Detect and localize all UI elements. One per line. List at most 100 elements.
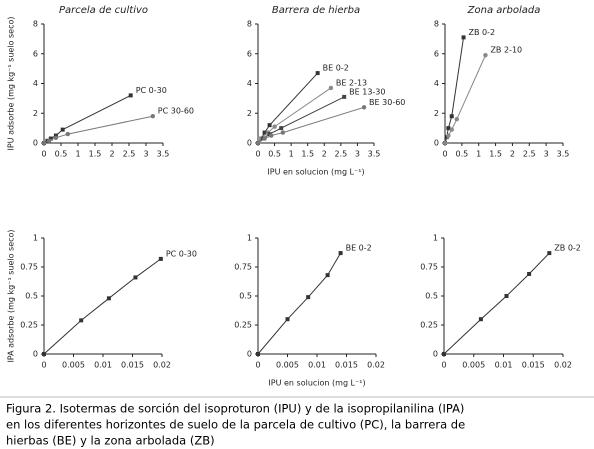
x-tick-label: 0	[441, 361, 446, 370]
x-tick-label: 3.5	[368, 150, 381, 159]
series-label: ZB 0-2	[469, 28, 496, 37]
point	[262, 130, 267, 135]
series-label: BE 30-60	[369, 98, 405, 107]
series-label: BE 0-2	[323, 64, 349, 73]
y-tick-label: 2	[434, 109, 439, 118]
point	[106, 296, 111, 301]
point	[342, 94, 347, 99]
y-tick-label: 1	[33, 234, 38, 243]
y-tick-label: 2	[247, 109, 252, 118]
y-tick-label: 0.75	[234, 263, 252, 272]
x-axis-label: IPU en solucion (mg L⁻¹)	[268, 379, 365, 388]
x-tick-label: 2.5	[334, 150, 347, 159]
point	[338, 251, 343, 256]
x-axis-label: IPU en solucion (mg L⁻¹)	[267, 168, 364, 177]
x-tick-label: 1.5	[89, 150, 102, 159]
point	[446, 126, 451, 131]
point	[449, 114, 454, 119]
y-tick-label: 2	[33, 109, 38, 118]
x-tick-label: 0.5	[55, 150, 68, 159]
point	[328, 85, 334, 91]
point	[41, 140, 47, 146]
x-tick-label: 3	[143, 150, 148, 159]
point	[133, 275, 138, 280]
y-tick-label: 4	[33, 79, 38, 88]
y-tick-label: 0.75	[20, 263, 38, 272]
point	[280, 130, 286, 135]
point	[60, 127, 65, 132]
x-tick-label: 2.5	[123, 150, 136, 159]
point	[53, 133, 58, 138]
x-tick-label: 0	[41, 361, 46, 370]
y-tick-label: 0	[33, 139, 38, 148]
point	[42, 352, 46, 356]
y-tick-label: 0	[433, 350, 438, 359]
point	[269, 133, 274, 138]
panel-title: Zona arbolada	[467, 5, 541, 16]
point	[256, 352, 260, 356]
x-tick-label: 3	[544, 150, 549, 159]
point	[315, 71, 320, 76]
y-tick-label: 8	[434, 20, 439, 29]
y-tick-label: 4	[247, 79, 252, 88]
series-label: BE 13-30	[349, 87, 385, 96]
point	[449, 127, 454, 132]
y-tick-label: 0	[434, 139, 439, 148]
y-tick-label: 0.25	[20, 321, 38, 330]
y-tick-label: 8	[33, 20, 38, 29]
series-label: ZB 0-2	[554, 244, 581, 253]
y-tick-label: 6	[33, 49, 38, 58]
point	[285, 317, 290, 322]
point	[442, 352, 446, 356]
x-tick-label: 0	[41, 150, 46, 159]
series-label: PC 0-30	[136, 86, 167, 95]
point	[79, 318, 84, 323]
y-tick-label: 0.5	[239, 292, 252, 301]
point	[325, 273, 330, 278]
series-label: ZB 2-10	[490, 46, 522, 55]
point	[267, 132, 272, 137]
point	[128, 93, 133, 98]
y-tick-label: 0.5	[425, 292, 438, 301]
y-tick-label: 6	[434, 49, 439, 58]
point	[255, 140, 261, 146]
point	[48, 136, 53, 141]
panel-title: Parcela de cultivo	[59, 5, 148, 16]
y-tick-label: 0	[33, 350, 38, 359]
x-tick-label: 1.5	[301, 150, 314, 159]
x-tick-label: 0.02	[554, 361, 572, 370]
point	[478, 317, 483, 322]
y-tick-label: 0.25	[420, 321, 438, 330]
point	[46, 138, 52, 143]
point	[446, 133, 451, 138]
x-tick-label: 3	[355, 150, 360, 159]
point	[547, 251, 552, 256]
series-label: PC 30-60	[158, 107, 194, 116]
caption-line: hierbas (BE) y la zona arbolada (ZB)	[6, 434, 215, 448]
y-tick-label: 0.25	[234, 321, 252, 330]
y-tick-label: 4	[434, 79, 439, 88]
x-tick-label: 0.5	[268, 150, 281, 159]
y-tick-label: 1	[433, 234, 438, 243]
x-tick-label: 0.5	[455, 150, 468, 159]
x-tick-label: 1	[476, 150, 481, 159]
point	[267, 123, 272, 128]
y-axis-label: IPU adsorbe (mg kg⁻¹ suelo seco)	[7, 17, 16, 151]
point	[306, 295, 311, 300]
y-tick-label: 0	[247, 139, 252, 148]
x-tick-label: 0.005	[462, 361, 485, 370]
x-tick-label: 1.5	[489, 150, 502, 159]
point	[279, 126, 284, 131]
panel-title: Barrera de hierba	[272, 5, 360, 16]
point	[527, 271, 532, 276]
caption-line: en los diferentes horizontes de suelo de…	[6, 418, 465, 432]
x-tick-label: 2.5	[523, 150, 536, 159]
y-tick-label: 0.75	[420, 263, 438, 272]
x-tick-label: 2	[109, 150, 114, 159]
point	[150, 114, 155, 119]
x-tick-label: 0	[442, 150, 447, 159]
x-tick-label: 0.01	[495, 361, 513, 370]
point	[53, 135, 59, 140]
